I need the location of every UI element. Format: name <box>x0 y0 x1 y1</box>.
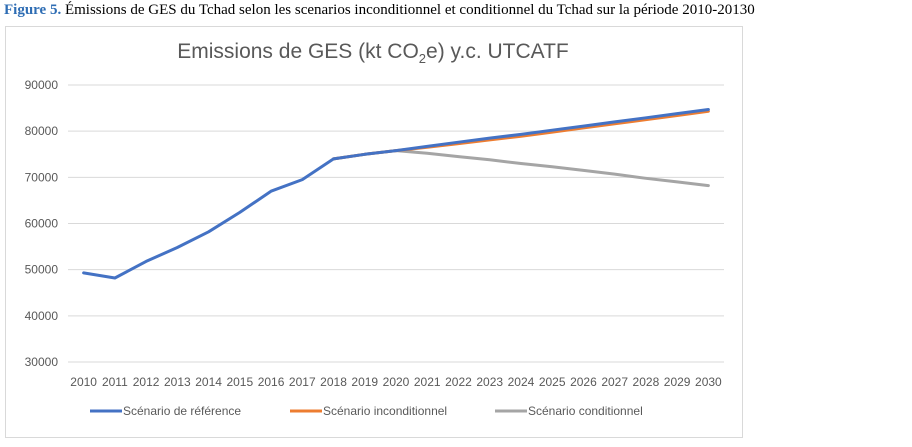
x-tick-label: 2011 <box>102 375 128 389</box>
series-line-3 <box>332 149 710 188</box>
x-tick-label: 2020 <box>383 375 410 389</box>
chart-frame <box>5 26 743 438</box>
x-tick-label: 2019 <box>351 375 378 389</box>
x-tick-label: 2022 <box>445 375 472 389</box>
y-tick-label: 60000 <box>25 217 59 231</box>
chart-title-main: Emissions de GES (kt CO <box>177 40 419 63</box>
figure-caption: Figure 5. Émissions de GES du Tchad selo… <box>4 2 910 19</box>
x-tick-label: 2018 <box>320 375 347 389</box>
x-tick-label: 2028 <box>633 375 660 389</box>
y-tick-label: 90000 <box>25 78 59 92</box>
x-tick-label: 2012 <box>133 375 160 389</box>
caption-text: Émissions de GES du Tchad selon les scen… <box>61 2 755 18</box>
series-line-1 <box>82 108 710 280</box>
x-tick-label: 2010 <box>70 375 97 389</box>
x-tick-label: 2030 <box>695 375 722 389</box>
y-tick-label: 70000 <box>25 170 59 184</box>
x-tick-label: 2015 <box>226 375 253 389</box>
y-tick-label: 50000 <box>25 263 59 277</box>
y-tick-label: 40000 <box>25 309 59 323</box>
x-tick-label: 2029 <box>664 375 691 389</box>
legend-label: Scénario inconditionnel <box>323 404 447 418</box>
y-tick-label: 80000 <box>25 124 59 138</box>
chart-title: Emissions de GES (kt CO2e) y.c. UTCATF <box>5 40 741 66</box>
chart-title-subscript: 2 <box>418 51 427 67</box>
x-tick-label: 2014 <box>195 375 222 389</box>
x-tick-label: 2023 <box>476 375 503 389</box>
x-tick-label: 2025 <box>539 375 566 389</box>
legend-label: Scénario de référence <box>123 404 241 418</box>
figure-label: Figure 5. <box>4 2 62 18</box>
x-tick-label: 2017 <box>289 375 316 389</box>
legend-label: Scénario conditionnel <box>528 404 643 418</box>
x-tick-label: 2024 <box>508 375 535 389</box>
chart-title-rest: e) y.c. UTCATF <box>426 40 569 63</box>
y-tick-label: 30000 <box>25 355 59 369</box>
x-tick-label: 2013 <box>164 375 191 389</box>
x-tick-label: 2027 <box>601 375 628 389</box>
x-tick-label: 2021 <box>414 375 441 389</box>
x-tick-label: 2016 <box>258 375 285 389</box>
x-tick-label: 2026 <box>570 375 597 389</box>
